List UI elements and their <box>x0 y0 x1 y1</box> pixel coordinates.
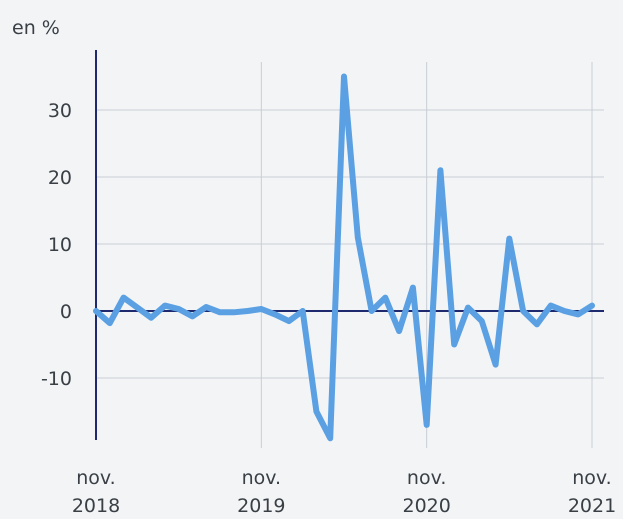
x-tick-label-year: 2021 <box>568 495 616 517</box>
x-tick-label-month: nov. <box>407 467 446 489</box>
x-axis: nov. 2018 nov. 2019 nov. 2020 nov. 2021 <box>72 467 616 517</box>
y-tick-label: 20 <box>48 167 72 189</box>
y-axis: 30 20 10 0 -10 <box>41 50 97 440</box>
y-tick-label: -10 <box>41 368 72 390</box>
x-tick-label-month: nov. <box>572 467 611 489</box>
x-tick-label-month: nov. <box>76 467 115 489</box>
x-tick-label-year: 2019 <box>237 495 285 517</box>
series-line <box>93 73 595 442</box>
x-tick-label-month: nov. <box>242 467 281 489</box>
series <box>93 73 595 442</box>
grid <box>96 62 604 448</box>
x-tick-label-year: 2020 <box>402 495 450 517</box>
y-tick-label: 10 <box>48 234 72 256</box>
y-tick-label: 0 <box>60 301 72 323</box>
x-tick-label-year: 2018 <box>72 495 120 517</box>
unit-label: en % <box>12 17 60 39</box>
y-tick-label: 30 <box>48 100 72 122</box>
